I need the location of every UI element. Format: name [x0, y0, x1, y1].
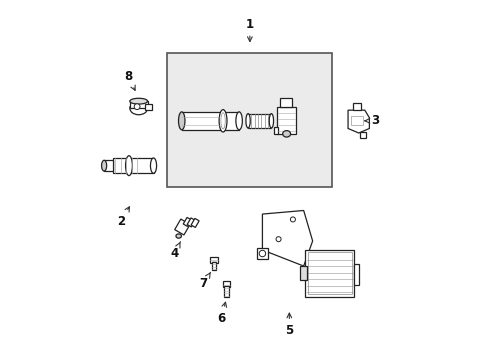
Bar — [224, 286, 228, 297]
Bar — [187, 218, 195, 227]
Ellipse shape — [245, 114, 250, 128]
Bar — [350, 116, 363, 125]
Text: 1: 1 — [245, 18, 253, 41]
Bar — [191, 219, 199, 228]
Bar — [307, 252, 351, 294]
Text: 2: 2 — [117, 207, 129, 228]
Text: 3: 3 — [364, 114, 379, 127]
Bar — [144, 104, 151, 110]
Circle shape — [290, 217, 295, 222]
Bar — [104, 160, 112, 171]
Bar — [211, 262, 216, 270]
Text: 6: 6 — [217, 302, 226, 325]
Ellipse shape — [235, 112, 242, 130]
Circle shape — [259, 250, 265, 257]
Text: 4: 4 — [170, 242, 180, 260]
Bar — [352, 103, 361, 110]
Bar — [279, 98, 291, 107]
Bar — [247, 114, 271, 128]
Bar — [209, 257, 218, 263]
Bar — [353, 264, 359, 285]
Circle shape — [276, 237, 281, 242]
Bar — [182, 112, 239, 130]
Ellipse shape — [102, 160, 106, 171]
Text: 8: 8 — [123, 69, 135, 90]
Bar — [183, 217, 191, 226]
Polygon shape — [347, 110, 368, 133]
Text: 5: 5 — [285, 313, 293, 337]
Bar — [273, 127, 278, 134]
Bar — [276, 107, 296, 134]
Bar — [360, 132, 366, 138]
Ellipse shape — [178, 112, 184, 130]
Polygon shape — [262, 211, 312, 266]
Bar — [130, 101, 147, 108]
Bar — [300, 266, 306, 280]
Ellipse shape — [130, 98, 147, 104]
Ellipse shape — [219, 110, 226, 132]
Ellipse shape — [130, 102, 147, 115]
Ellipse shape — [282, 131, 290, 137]
Bar — [305, 250, 353, 297]
Circle shape — [134, 104, 140, 109]
Bar — [223, 282, 230, 287]
Bar — [174, 219, 190, 235]
Bar — [167, 53, 332, 187]
Bar — [257, 248, 267, 259]
Ellipse shape — [221, 113, 225, 129]
Ellipse shape — [269, 114, 273, 128]
Ellipse shape — [176, 234, 181, 238]
Text: 7: 7 — [199, 272, 210, 291]
Ellipse shape — [150, 158, 156, 173]
Bar — [112, 158, 153, 173]
Ellipse shape — [125, 156, 132, 176]
